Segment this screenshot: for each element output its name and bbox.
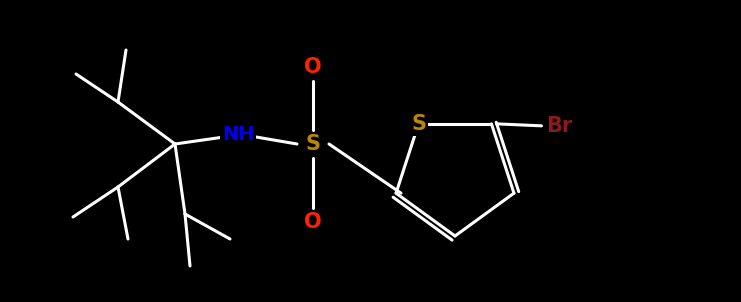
Text: S: S <box>411 114 426 134</box>
Text: O: O <box>305 57 322 77</box>
Text: O: O <box>305 212 322 232</box>
Text: NH: NH <box>222 126 254 144</box>
Text: Br: Br <box>546 116 573 136</box>
Text: S: S <box>305 134 321 154</box>
